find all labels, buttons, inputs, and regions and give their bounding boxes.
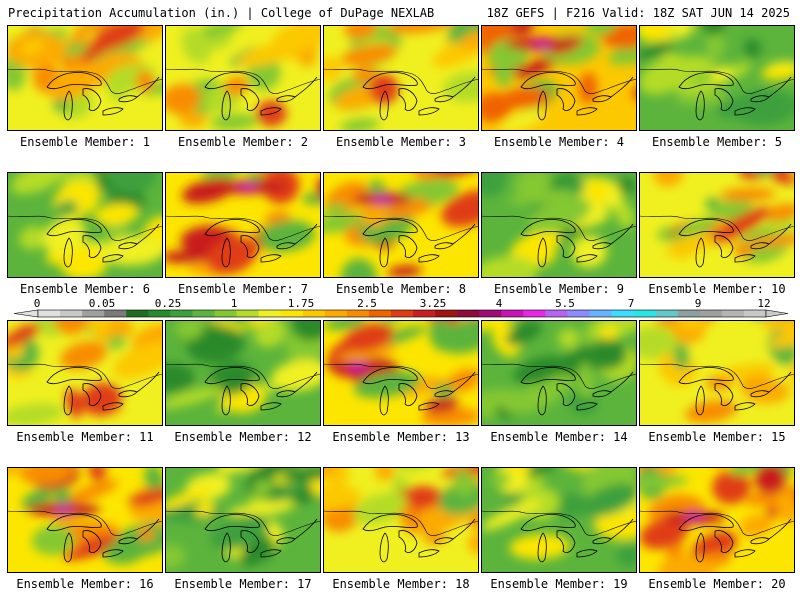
colorbar-swatch bbox=[479, 310, 502, 317]
ensemble-member-label: Ensemble Member: 11 bbox=[16, 430, 154, 444]
ensemble-member-map bbox=[7, 320, 163, 426]
ensemble-member-label: Ensemble Member: 15 bbox=[648, 430, 786, 444]
ensemble-member-label: Ensemble Member: 12 bbox=[174, 430, 312, 444]
colorbar-swatch bbox=[435, 310, 458, 317]
precip-colorbar bbox=[13, 309, 789, 318]
colorbar-swatch bbox=[699, 310, 723, 317]
ensemble-member-map bbox=[165, 320, 321, 426]
ensemble-member-map bbox=[165, 25, 321, 131]
ensemble-member-label: Ensemble Member: 4 bbox=[493, 135, 625, 149]
ensemble-member-label: Ensemble Member: 14 bbox=[490, 430, 628, 444]
colorbar-swatch bbox=[523, 310, 546, 317]
ensemble-member-map bbox=[481, 172, 637, 278]
colorbar-swatch bbox=[567, 310, 590, 317]
colorbar-swatch bbox=[104, 310, 127, 317]
colorbar-swatch bbox=[611, 310, 634, 317]
colorbar-swatch bbox=[721, 310, 745, 317]
colorbar-swatch bbox=[677, 310, 701, 317]
ensemble-member-label: Ensemble Member: 17 bbox=[174, 577, 312, 591]
colorbar-swatch bbox=[324, 310, 348, 317]
colorbar-swatch bbox=[302, 310, 326, 317]
colorbar-tick-label: 9 bbox=[694, 297, 702, 310]
colorbar-swatch bbox=[743, 310, 767, 317]
ensemble-member-map bbox=[323, 467, 479, 573]
colorbar-swatch bbox=[501, 310, 524, 317]
colorbar-swatch bbox=[280, 310, 304, 317]
ensemble-member-label: Ensemble Member: 10 bbox=[648, 282, 786, 296]
ensemble-member-map bbox=[639, 467, 795, 573]
run-valid-time: 18Z GEFS | F216 Valid: 18Z SAT JUN 14 20… bbox=[486, 6, 790, 20]
colorbar-swatch bbox=[148, 310, 171, 317]
colorbar-swatch bbox=[457, 310, 480, 317]
colorbar-swatch bbox=[258, 310, 281, 317]
ensemble-member-label: Ensemble Member: 16 bbox=[16, 577, 154, 591]
colorbar-swatch bbox=[589, 310, 612, 317]
ensemble-member-map bbox=[7, 467, 163, 573]
colorbar-left-arrow bbox=[13, 309, 39, 318]
ensemble-member-label: Ensemble Member: 1 bbox=[19, 135, 151, 149]
colorbar-tick-label: 5.5 bbox=[555, 297, 575, 310]
ensemble-member-map bbox=[639, 320, 795, 426]
ensemble-member-map bbox=[639, 172, 795, 278]
ensemble-member-map bbox=[481, 467, 637, 573]
colorbar-tick-label: 2.5 bbox=[357, 297, 377, 310]
ensemble-member-label: Ensemble Member: 20 bbox=[648, 577, 786, 591]
ensemble-member-label: Ensemble Member: 3 bbox=[335, 135, 467, 149]
colorbar-swatch bbox=[236, 310, 259, 317]
colorbar-swatch bbox=[38, 310, 61, 317]
colorbar-tick-label: 12 bbox=[757, 297, 771, 310]
colorbar-tick-label: 7 bbox=[627, 297, 635, 310]
colorbar-swatch bbox=[545, 310, 568, 317]
colorbar-swatch bbox=[170, 310, 193, 317]
colorbar-tick-label: 1 bbox=[230, 297, 238, 310]
colorbar-tick-label: 0.25 bbox=[154, 297, 182, 310]
ensemble-member-label: Ensemble Member: 18 bbox=[332, 577, 470, 591]
colorbar-tick-label: 0.05 bbox=[88, 297, 116, 310]
ensemble-member-map bbox=[323, 320, 479, 426]
ensemble-member-map bbox=[7, 25, 163, 131]
colorbar-swatch bbox=[82, 310, 105, 317]
ensemble-member-map bbox=[7, 172, 163, 278]
colorbar-swatch bbox=[413, 310, 436, 317]
colorbar-tick-label: 4 bbox=[495, 297, 503, 310]
ensemble-member-map bbox=[481, 320, 637, 426]
colorbar-tick-label: 3.25 bbox=[419, 297, 447, 310]
colorbar-swatch bbox=[126, 310, 149, 317]
ensemble-member-label: Ensemble Member: 2 bbox=[177, 135, 309, 149]
colorbar-tick-label: 1.75 bbox=[287, 297, 315, 310]
ensemble-member-label: Ensemble Member: 5 bbox=[651, 135, 783, 149]
ensemble-member-map bbox=[323, 172, 479, 278]
colorbar-right-arrow bbox=[765, 309, 789, 318]
colorbar-swatch bbox=[192, 310, 215, 317]
ensemble-member-label: Ensemble Member: 8 bbox=[335, 282, 467, 296]
ensemble-member-map bbox=[481, 25, 637, 131]
ensemble-member-label: Ensemble Member: 9 bbox=[493, 282, 625, 296]
colorbar-swatch bbox=[214, 310, 237, 317]
colorbar-swatch bbox=[390, 310, 414, 317]
ensemble-member-label: Ensemble Member: 7 bbox=[177, 282, 309, 296]
ensemble-member-label: Ensemble Member: 13 bbox=[332, 430, 470, 444]
colorbar-swatch bbox=[655, 310, 679, 317]
ensemble-member-map bbox=[639, 25, 795, 131]
ensemble-member-label: Ensemble Member: 6 bbox=[19, 282, 151, 296]
colorbar-swatch bbox=[633, 310, 656, 317]
colorbar-swatch bbox=[368, 310, 392, 317]
colorbar-swatch bbox=[60, 310, 83, 317]
colorbar-swatch bbox=[346, 310, 370, 317]
ensemble-member-map bbox=[165, 467, 321, 573]
ensemble-member-map bbox=[323, 25, 479, 131]
ensemble-member-label: Ensemble Member: 19 bbox=[490, 577, 628, 591]
map-title: Precipitation Accumulation (in.) | Colle… bbox=[8, 6, 435, 20]
colorbar-tick-label: 0 bbox=[33, 297, 41, 310]
ensemble-member-map bbox=[165, 172, 321, 278]
